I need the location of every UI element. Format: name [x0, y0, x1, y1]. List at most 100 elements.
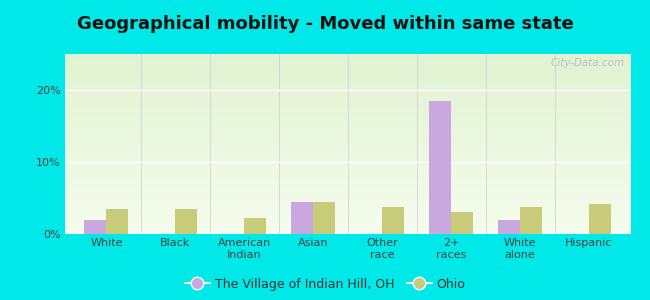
- Bar: [65, 223, 630, 225]
- Bar: [65, 157, 630, 158]
- Legend: The Village of Indian Hill, OH, Ohio: The Village of Indian Hill, OH, Ohio: [185, 278, 465, 291]
- Bar: [65, 112, 630, 113]
- Bar: [65, 155, 630, 157]
- Bar: [65, 180, 630, 182]
- Bar: [65, 182, 630, 184]
- Bar: [65, 95, 630, 97]
- Bar: [65, 207, 630, 209]
- Bar: [65, 54, 630, 56]
- Bar: [65, 175, 630, 176]
- Bar: [65, 139, 630, 140]
- Bar: [65, 101, 630, 103]
- Bar: [244, 218, 266, 234]
- Bar: [84, 220, 107, 234]
- Bar: [65, 76, 630, 77]
- Bar: [291, 202, 313, 234]
- Bar: [65, 167, 630, 169]
- Text: City-Data.com: City-Data.com: [551, 58, 625, 68]
- Bar: [65, 130, 630, 131]
- Bar: [65, 189, 630, 191]
- Bar: [65, 220, 630, 221]
- Bar: [65, 72, 630, 74]
- Bar: [65, 124, 630, 126]
- Bar: [65, 184, 630, 185]
- Bar: [65, 185, 630, 187]
- Bar: [65, 232, 630, 234]
- Bar: [65, 198, 630, 200]
- Bar: [589, 204, 611, 234]
- Bar: [65, 229, 630, 230]
- Bar: [65, 178, 630, 180]
- Bar: [65, 214, 630, 216]
- Bar: [451, 212, 473, 234]
- Bar: [382, 207, 404, 234]
- Bar: [65, 81, 630, 83]
- Bar: [65, 74, 630, 76]
- Bar: [520, 207, 542, 234]
- Bar: [65, 225, 630, 227]
- Bar: [65, 169, 630, 171]
- Text: Geographical mobility - Moved within same state: Geographical mobility - Moved within sam…: [77, 15, 573, 33]
- Bar: [65, 128, 630, 130]
- Bar: [65, 126, 630, 128]
- Bar: [65, 211, 630, 212]
- Bar: [65, 65, 630, 67]
- Bar: [65, 119, 630, 121]
- Bar: [65, 90, 630, 92]
- Bar: [498, 220, 520, 234]
- Bar: [65, 162, 630, 164]
- Bar: [65, 202, 630, 203]
- Bar: [65, 158, 630, 160]
- Bar: [65, 218, 630, 220]
- Bar: [65, 173, 630, 175]
- Bar: [65, 205, 630, 207]
- Bar: [65, 68, 630, 70]
- Bar: [65, 115, 630, 117]
- Bar: [65, 151, 630, 153]
- Bar: [65, 176, 630, 178]
- Bar: [65, 153, 630, 155]
- Bar: [65, 160, 630, 162]
- Bar: [176, 209, 198, 234]
- Bar: [65, 146, 630, 148]
- Bar: [429, 101, 451, 234]
- Bar: [65, 212, 630, 214]
- Bar: [65, 117, 630, 119]
- Bar: [65, 144, 630, 146]
- Bar: [107, 209, 129, 234]
- Bar: [65, 70, 630, 72]
- Bar: [65, 56, 630, 58]
- Bar: [65, 200, 630, 202]
- Bar: [65, 227, 630, 229]
- Bar: [65, 140, 630, 142]
- Bar: [65, 137, 630, 139]
- Bar: [65, 94, 630, 95]
- Bar: [65, 149, 630, 151]
- Bar: [65, 61, 630, 63]
- Bar: [65, 108, 630, 110]
- Bar: [65, 63, 630, 65]
- Bar: [65, 203, 630, 205]
- Bar: [65, 97, 630, 99]
- Bar: [65, 221, 630, 223]
- Bar: [65, 191, 630, 193]
- Bar: [65, 196, 630, 198]
- Bar: [65, 121, 630, 122]
- Bar: [65, 193, 630, 194]
- Bar: [65, 106, 630, 108]
- Bar: [65, 142, 630, 144]
- Bar: [65, 216, 630, 218]
- Bar: [65, 209, 630, 211]
- Bar: [65, 99, 630, 101]
- Bar: [65, 77, 630, 79]
- Bar: [313, 202, 335, 234]
- Bar: [65, 88, 630, 90]
- Bar: [65, 113, 630, 115]
- Bar: [65, 110, 630, 112]
- Bar: [65, 131, 630, 133]
- Bar: [65, 83, 630, 85]
- Bar: [65, 166, 630, 167]
- Bar: [65, 148, 630, 149]
- Bar: [65, 58, 630, 59]
- Bar: [65, 122, 630, 124]
